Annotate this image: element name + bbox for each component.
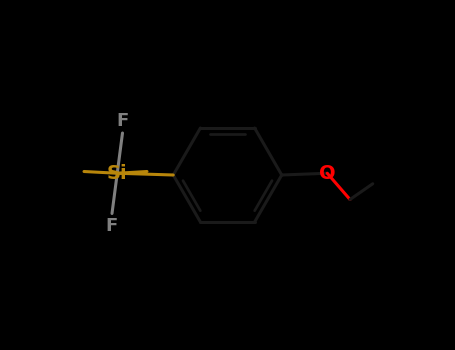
Text: F: F (116, 112, 129, 130)
Text: Si: Si (107, 164, 127, 183)
Text: O: O (319, 164, 336, 183)
Text: F: F (106, 217, 118, 235)
